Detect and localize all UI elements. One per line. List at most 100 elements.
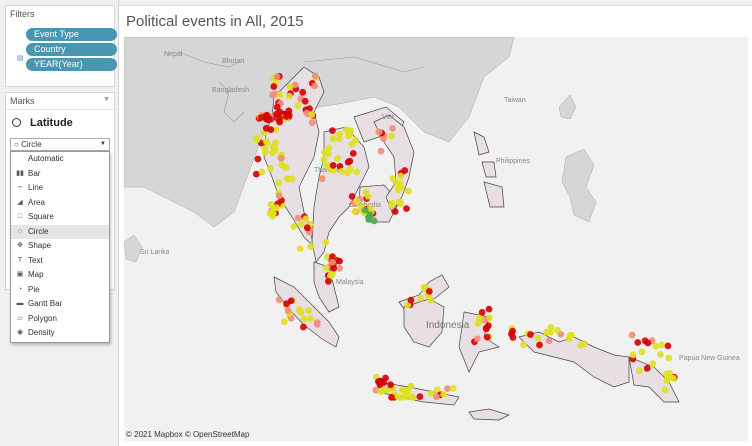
event-point[interactable] [300,323,307,331]
event-point[interactable] [302,215,310,223]
event-point[interactable] [344,169,351,177]
event-point[interactable] [264,116,272,124]
event-point[interactable] [536,341,543,349]
event-point[interactable] [365,215,372,223]
event-point[interactable] [335,135,343,143]
event-point[interactable] [318,175,326,183]
event-point[interactable] [295,306,303,313]
event-point[interactable] [416,393,424,400]
event-point[interactable] [348,193,356,200]
event-point[interactable] [267,164,274,172]
menu-item-automatic[interactable]: Automatic [11,152,109,166]
event-point[interactable] [634,339,642,346]
event-point[interactable] [566,332,574,340]
menu-item-pie[interactable]: ◔ Pie [11,283,109,297]
event-point[interactable] [554,327,561,334]
event-point[interactable] [283,175,291,183]
event-point[interactable] [387,381,394,389]
event-point[interactable] [277,154,285,162]
menu-item-polygon[interactable]: ▱ Polygon [11,312,109,326]
event-point[interactable] [638,348,646,356]
event-point[interactable] [286,92,293,100]
event-point[interactable] [288,175,296,183]
event-point[interactable] [375,128,383,136]
event-point[interactable] [294,102,302,110]
event-point[interactable] [300,315,308,323]
event-point[interactable] [301,97,309,105]
event-point[interactable] [440,391,447,398]
event-point[interactable] [353,198,361,205]
event-point[interactable] [272,126,280,133]
event-point[interactable] [664,342,672,350]
event-point[interactable] [364,193,372,200]
event-point[interactable] [253,170,260,178]
event-point[interactable] [307,243,315,251]
event-point[interactable] [649,360,657,368]
event-points[interactable] [252,72,678,401]
event-point[interactable] [261,145,269,152]
event-point[interactable] [661,386,669,394]
event-point[interactable] [401,167,409,174]
event-point[interactable] [433,386,441,394]
event-point[interactable] [280,318,288,326]
event-point[interactable] [269,91,276,99]
event-point[interactable] [478,309,486,316]
event-point[interactable] [273,73,281,80]
event-point[interactable] [396,180,404,187]
marks-field[interactable]: Latitude [12,117,73,129]
event-point[interactable] [391,208,399,215]
event-point[interactable] [290,223,298,231]
event-point[interactable] [361,206,369,214]
event-point[interactable] [329,258,336,266]
event-point[interactable] [296,245,304,253]
menu-item-map[interactable]: ▣ Map [11,268,109,282]
event-point[interactable] [476,315,484,322]
event-point[interactable] [298,220,305,228]
event-point[interactable] [276,91,284,99]
menu-item-bar[interactable]: ▮▮ Bar [11,167,109,181]
filter-pill-country[interactable]: Country [26,43,117,56]
event-point[interactable] [370,217,378,225]
menu-item-text[interactable]: T Text [11,254,109,268]
event-point[interactable] [382,374,389,382]
event-point[interactable] [404,301,412,309]
event-point[interactable] [283,300,290,308]
event-point[interactable] [542,328,550,336]
event-point[interactable] [657,351,664,358]
event-point[interactable] [665,354,673,362]
event-point[interactable] [276,118,283,126]
event-point[interactable] [534,335,542,342]
event-point[interactable] [307,315,315,323]
event-point[interactable] [258,168,266,176]
event-point[interactable] [420,283,428,291]
event-point[interactable] [303,224,311,232]
event-point[interactable] [325,144,333,152]
event-point[interactable] [322,238,330,246]
event-point[interactable] [444,385,451,392]
event-point[interactable] [282,164,290,171]
event-point[interactable] [349,150,357,157]
event-point[interactable] [547,324,555,331]
event-point[interactable] [628,331,636,339]
event-point[interactable] [291,81,299,89]
event-point[interactable] [545,337,553,345]
event-point[interactable] [427,296,435,304]
event-point[interactable] [329,135,337,143]
event-point[interactable] [389,125,396,132]
menu-item-density[interactable]: ◉ Density [11,326,109,340]
event-point[interactable] [375,378,382,385]
event-point[interactable] [643,364,651,372]
event-point[interactable] [257,114,265,121]
event-point[interactable] [652,342,660,350]
event-point[interactable] [343,126,350,134]
menu-item-line[interactable]: ∽ Line [11,181,109,195]
event-point[interactable] [398,386,406,394]
event-point[interactable] [336,257,343,265]
event-point[interactable] [380,387,388,394]
event-point[interactable] [427,390,435,397]
event-point[interactable] [520,341,527,349]
event-point[interactable] [305,307,312,314]
event-point[interactable] [403,205,410,213]
marks-dropdown-icon[interactable]: ▼ [103,96,110,103]
event-point[interactable] [286,83,294,91]
